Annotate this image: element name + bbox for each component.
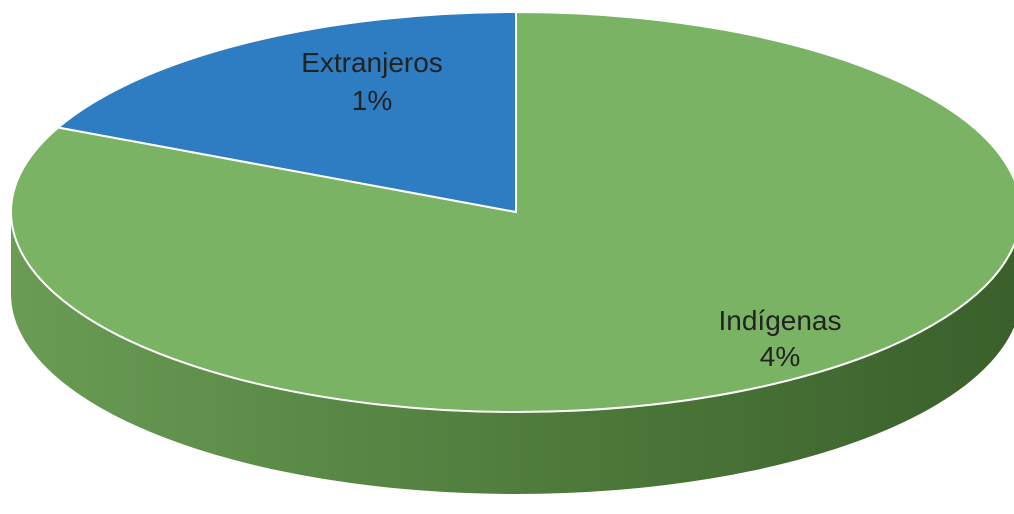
slice-label-extranjeros: Extranjeros bbox=[301, 47, 443, 78]
pie-side-layer bbox=[11, 212, 1014, 494]
slice-value-extranjeros: 1% bbox=[352, 85, 392, 116]
slice-extranjeros bbox=[56, 10, 517, 214]
pie-label-layer: Extranjeros 1% Indígenas 4% bbox=[301, 47, 841, 372]
slice-side-indigenas bbox=[11, 212, 1014, 494]
pie-top-layer bbox=[10, 10, 1014, 413]
slice-value-indigenas: 4% bbox=[760, 341, 800, 372]
slice-label-indigenas: Indígenas bbox=[719, 305, 842, 336]
